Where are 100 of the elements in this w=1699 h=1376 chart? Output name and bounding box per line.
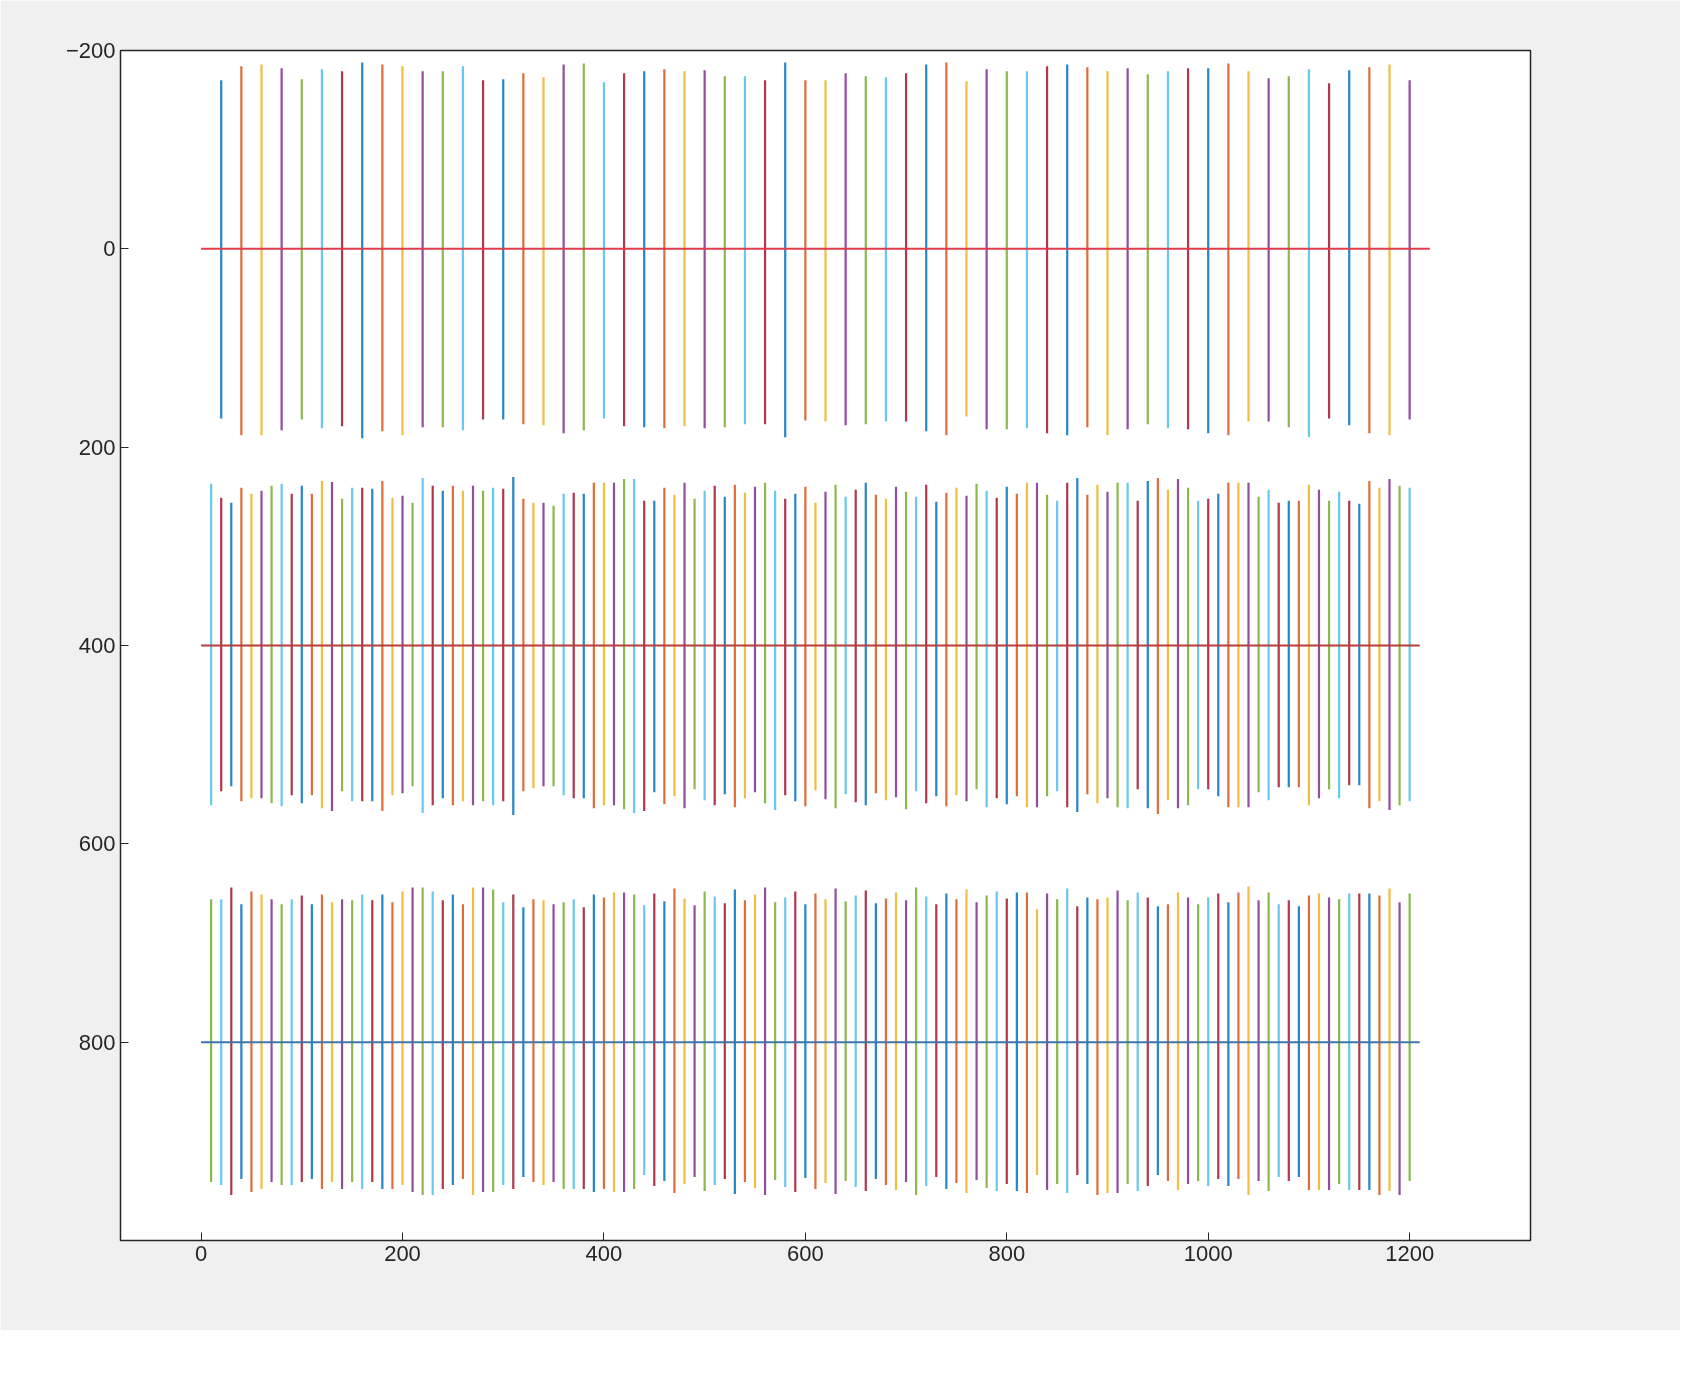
x-tick-label: 800 [988,1240,1026,1266]
bar [683,71,686,427]
bar [1005,898,1008,1184]
bar [1126,482,1129,809]
x-tick-label: 400 [585,1240,623,1266]
bar [1066,482,1069,808]
bar [904,73,908,422]
bar [522,73,525,425]
bar [220,497,223,792]
bar [492,487,495,806]
bar [1287,900,1290,1181]
x-tick-label: 200 [384,1240,421,1266]
bar [351,487,354,802]
bar [1338,491,1341,799]
bar [703,891,706,1191]
bar [1207,68,1210,434]
bar [502,79,505,420]
bar [844,901,847,1181]
bar [361,62,364,439]
bar [1126,900,1129,1184]
bar [854,489,857,803]
bar [1197,500,1200,790]
bar [1136,500,1139,790]
bar [965,81,968,417]
bar [1197,904,1200,1181]
y-tick-label: 800 [78,1029,116,1055]
bar [794,891,797,1192]
bar [431,485,434,806]
bar [371,900,374,1182]
bar [290,493,293,796]
x-tick-label: 1000 [1183,1240,1233,1266]
bar [210,483,213,806]
bar [985,69,988,430]
bar [703,70,706,429]
bar [421,887,424,1195]
y-tick-label: 200 [78,434,116,460]
y-tick-label: −200 [65,38,116,63]
bar [1227,63,1230,436]
bar [240,66,243,436]
bar [562,64,565,434]
bar [1056,899,1059,1184]
bar [441,900,444,1189]
bar [582,907,585,1189]
bar [925,64,928,432]
bar [985,895,988,1188]
bar [230,887,233,1195]
bar [1327,83,1331,419]
bar [351,900,354,1182]
bar [1126,68,1129,430]
bar [502,488,505,802]
bar [421,477,424,814]
x-tick-label: 0 [194,1240,208,1266]
bar [1408,893,1411,1181]
bar [864,890,867,1191]
bar [1217,893,1220,1180]
bar [260,64,263,436]
bar [1408,80,1411,420]
bar [492,889,495,1192]
y-tick-label: 600 [78,831,116,857]
bar [401,66,404,436]
bar [361,487,364,802]
bar [210,899,213,1182]
bar [512,894,515,1189]
bar [1368,67,1371,434]
bar [381,64,384,432]
bar [703,490,706,801]
bar [1066,64,1069,436]
bar [572,492,575,799]
bar [1267,489,1270,801]
bar [481,80,485,420]
y-tick-label: 400 [78,633,116,658]
bar [542,77,545,426]
bar [663,69,666,429]
bar [1186,68,1190,430]
bar [774,490,777,811]
bar [945,62,948,436]
bar [1358,893,1361,1190]
bar [1408,487,1411,802]
bar [1338,899,1341,1184]
bar [280,483,283,807]
bar [1045,66,1049,434]
bar [340,71,344,427]
bar [784,62,787,438]
bar [1388,64,1391,436]
bar [1267,78,1270,422]
bar [633,478,636,814]
bar [220,80,223,419]
bar [915,887,918,1195]
bar [1267,892,1270,1191]
bar [713,485,716,806]
bar [421,71,424,428]
bar [804,80,807,421]
bar [280,904,283,1185]
bar [653,893,656,1186]
bar [1348,70,1351,426]
y-tick-label: 0 [103,236,116,262]
bar [1086,67,1089,428]
bar [622,73,626,427]
bar [643,71,646,428]
bar [723,903,726,1180]
